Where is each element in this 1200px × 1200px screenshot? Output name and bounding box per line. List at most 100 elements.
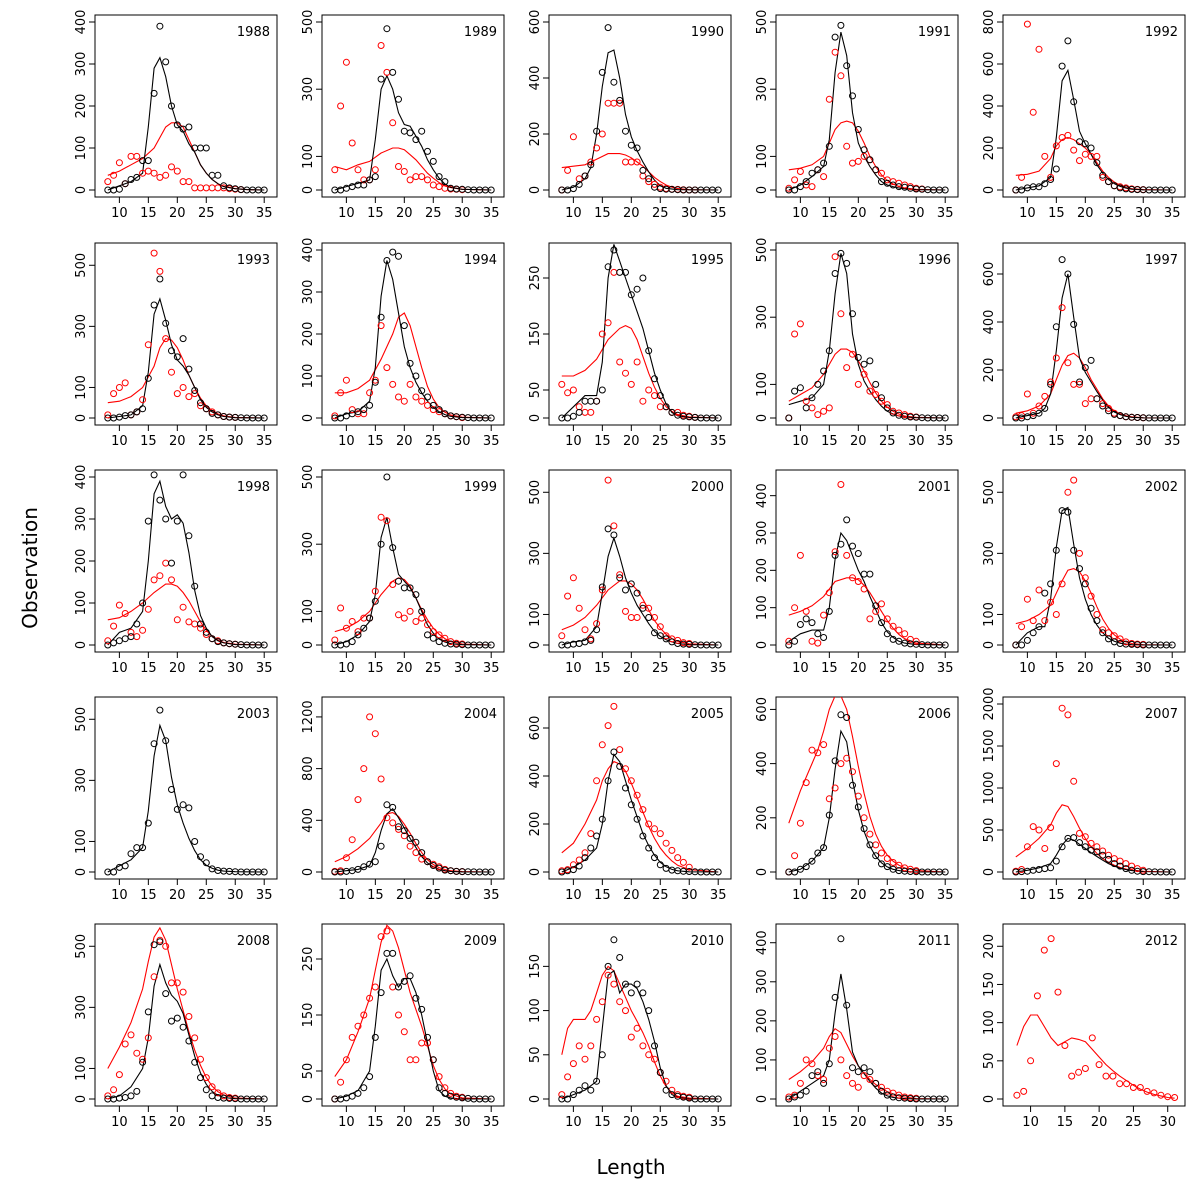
y-tick-label: 200 bbox=[528, 122, 543, 147]
red-observation-point bbox=[191, 184, 199, 192]
red-observation-point bbox=[622, 1007, 629, 1015]
panel-frame bbox=[1002, 923, 1186, 1107]
red-observation-point bbox=[1070, 476, 1078, 484]
black-observation-point bbox=[575, 408, 583, 416]
black-observation-point bbox=[820, 159, 828, 167]
black-observation-point bbox=[1064, 508, 1072, 516]
panel-plot-area bbox=[331, 924, 495, 1103]
black-observation-point bbox=[354, 865, 362, 873]
x-tick-label: 35 bbox=[710, 434, 727, 449]
x-tick-label: 10 bbox=[338, 1115, 355, 1130]
black-observation-point bbox=[802, 615, 810, 623]
black-observation-point bbox=[144, 157, 152, 165]
black-observation-point bbox=[785, 414, 793, 422]
x-tick-label: 10 bbox=[111, 1115, 128, 1130]
red-observation-point bbox=[1061, 1042, 1069, 1049]
y-tick-label: 0 bbox=[755, 1095, 770, 1103]
black-observation-point bbox=[342, 640, 350, 648]
y-tick-label: 0 bbox=[74, 414, 89, 422]
red-observation-point bbox=[156, 267, 164, 275]
y-tick-label: 50 bbox=[528, 1047, 543, 1064]
red-observation-point bbox=[371, 983, 379, 991]
red-observation-point bbox=[1123, 1080, 1131, 1088]
red-observation-point bbox=[1058, 580, 1066, 588]
black-observation-point bbox=[639, 604, 647, 612]
black-observation-point bbox=[121, 1094, 129, 1101]
black-observation-point bbox=[377, 75, 385, 83]
red-observation-point bbox=[581, 626, 589, 634]
red-observation-point bbox=[1099, 173, 1107, 181]
panel-year-label: 1989 bbox=[464, 25, 497, 40]
red-observation-point bbox=[173, 616, 181, 624]
red-observation-point bbox=[598, 130, 606, 138]
black-observation-point bbox=[860, 146, 868, 154]
red-observation-point bbox=[866, 1076, 874, 1083]
black-observation-point bbox=[802, 178, 810, 186]
black-observation-point bbox=[820, 634, 828, 641]
red-observation-point bbox=[400, 614, 408, 622]
panel-plot-area bbox=[785, 697, 949, 876]
black-observation-point bbox=[616, 762, 624, 770]
panel-year-label: 2002 bbox=[1145, 480, 1178, 495]
red-observation-point bbox=[185, 1013, 193, 1020]
x-tick-label: 30 bbox=[454, 434, 471, 449]
y-tick-label: 800 bbox=[982, 10, 997, 35]
x-tick-label: 25 bbox=[198, 888, 215, 903]
x-tick-label: 15 bbox=[367, 888, 384, 903]
red-observation-point bbox=[197, 1055, 204, 1063]
black-observation-point bbox=[645, 347, 653, 355]
y-tick-label: 0 bbox=[982, 641, 997, 649]
red-observation-point bbox=[1122, 860, 1130, 868]
black-observation-point bbox=[610, 78, 618, 86]
black-observation-point bbox=[354, 631, 362, 639]
black-observation-point bbox=[191, 1058, 199, 1066]
panel-plot-area bbox=[785, 21, 949, 194]
panel-frame bbox=[548, 242, 732, 426]
x-tick-label: 15 bbox=[367, 1115, 384, 1130]
y-tick-label: 0 bbox=[755, 868, 770, 876]
red-observation-point bbox=[342, 58, 350, 66]
x-tick-label: 35 bbox=[1164, 661, 1181, 676]
black-observation-point bbox=[1081, 364, 1089, 372]
black-observation-point bbox=[808, 1072, 816, 1080]
black-observation-point bbox=[1105, 178, 1112, 186]
red-observation-point bbox=[878, 600, 885, 608]
x-tick-label: 25 bbox=[425, 661, 442, 676]
x-tick-label: 20 bbox=[169, 661, 186, 676]
black-observation-point bbox=[814, 849, 822, 857]
black-observation-point bbox=[610, 936, 618, 944]
red-fitted-line bbox=[561, 153, 719, 191]
x-tick-label: 20 bbox=[623, 206, 640, 221]
red-observation-point bbox=[791, 604, 799, 612]
panel-2000: 0 100 300 500 10 15 20 25 30 35 2000 bbox=[528, 469, 732, 676]
panel-plot-area bbox=[331, 248, 495, 422]
x-tick-label: 15 bbox=[594, 1115, 611, 1130]
x-axis-label: Length bbox=[596, 1155, 666, 1179]
black-observation-point bbox=[633, 144, 641, 152]
panel-plot-area bbox=[331, 713, 495, 876]
red-observation-point bbox=[1157, 1091, 1165, 1099]
black-fitted-line bbox=[561, 969, 719, 1100]
red-observation-point bbox=[825, 795, 833, 803]
black-observation-point bbox=[831, 993, 839, 1001]
x-tick-label: 10 bbox=[1019, 434, 1036, 449]
black-observation-point bbox=[1047, 176, 1055, 183]
x-tick-label: 15 bbox=[594, 434, 611, 449]
black-observation-point bbox=[622, 127, 629, 135]
x-tick-label: 35 bbox=[1164, 888, 1181, 903]
black-observation-point bbox=[133, 173, 141, 181]
red-observation-point bbox=[1023, 20, 1031, 28]
red-observation-point bbox=[796, 320, 804, 328]
red-observation-point bbox=[1105, 404, 1112, 412]
red-observation-point bbox=[208, 1083, 216, 1091]
black-observation-point bbox=[202, 1086, 210, 1094]
x-tick-label: 15 bbox=[1048, 888, 1065, 903]
red-observation-point bbox=[1018, 623, 1026, 631]
black-observation-point bbox=[1064, 270, 1072, 278]
red-observation-point bbox=[558, 632, 566, 640]
black-observation-point bbox=[593, 397, 601, 405]
black-observation-point bbox=[610, 531, 618, 539]
black-observation-point bbox=[179, 471, 187, 479]
black-observation-point bbox=[883, 630, 891, 638]
x-tick-label: 20 bbox=[169, 888, 186, 903]
